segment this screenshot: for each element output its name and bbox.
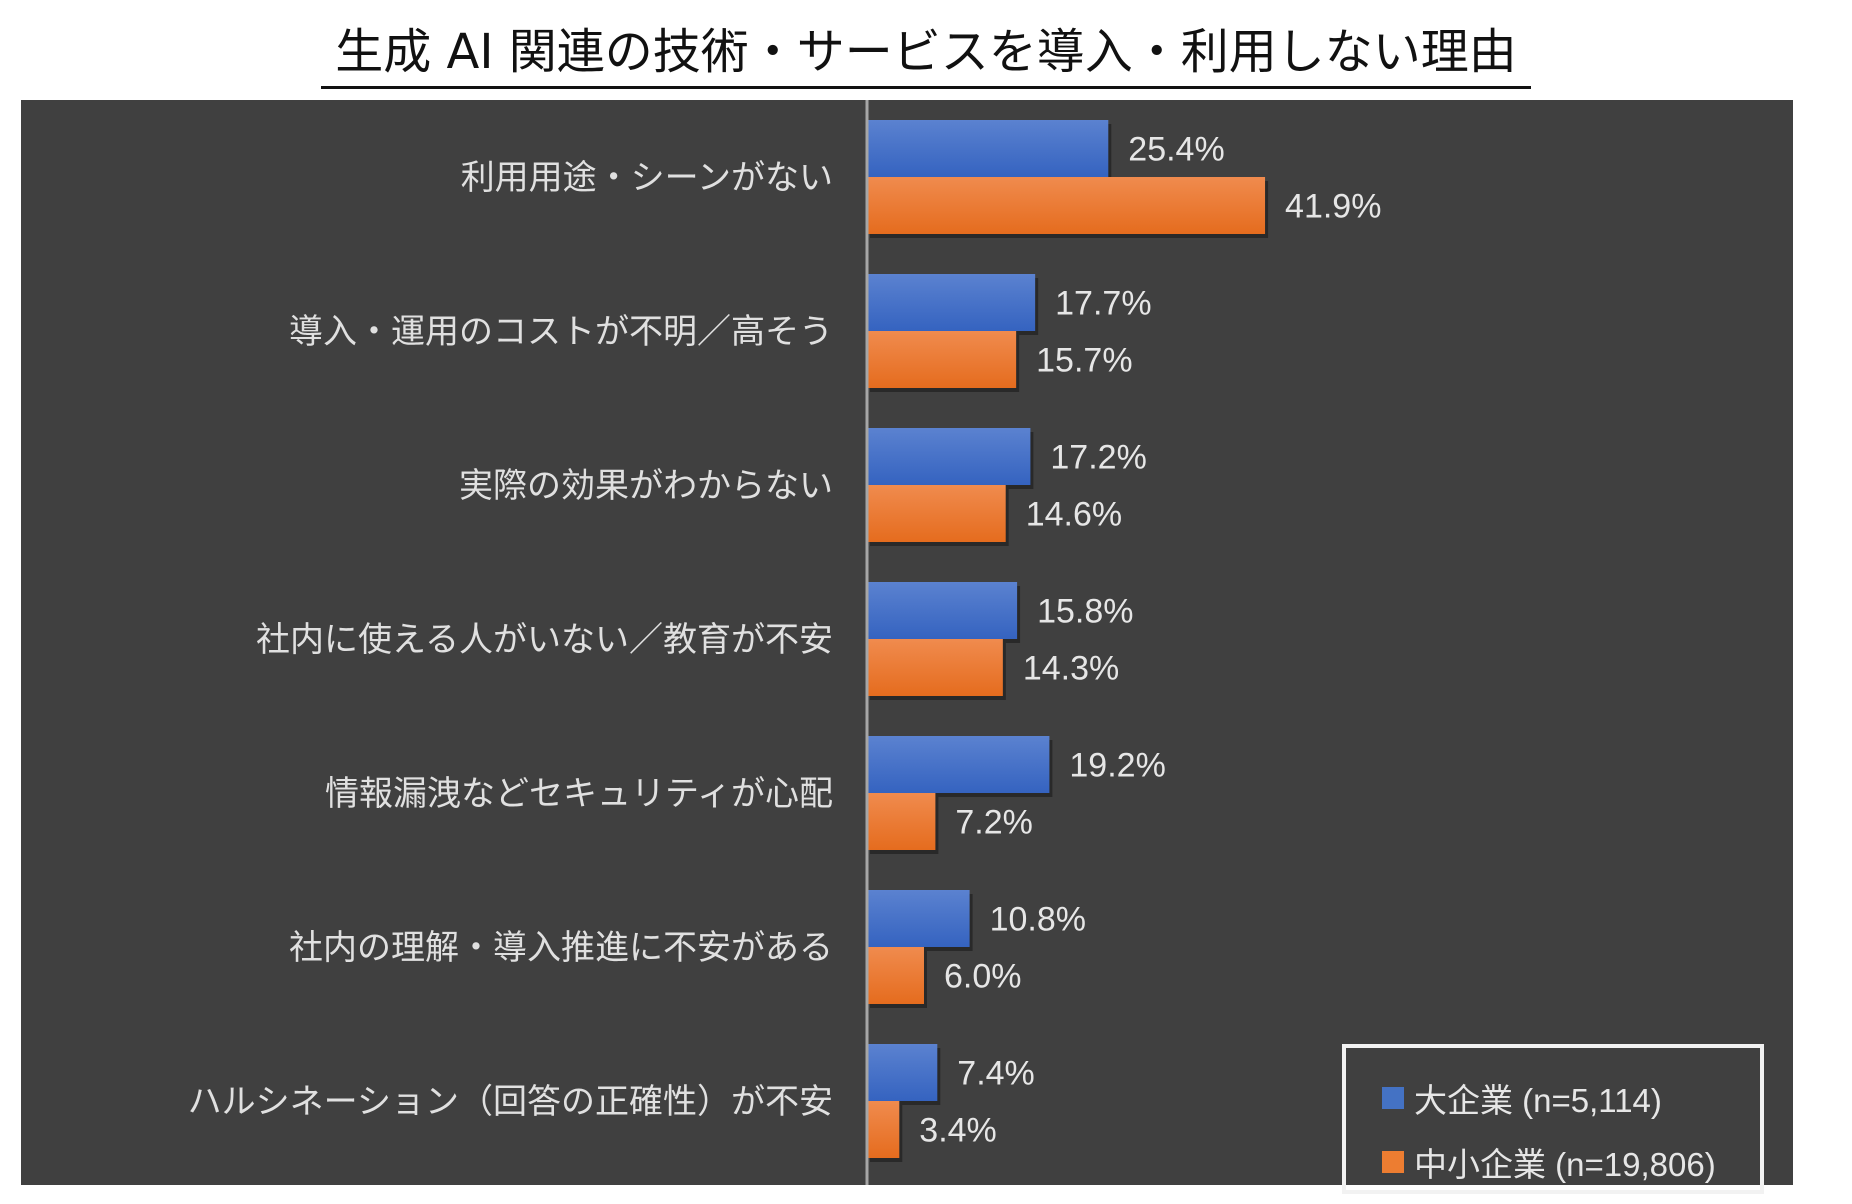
data-label-sme: 14.6% <box>1026 496 1122 534</box>
legend-swatch-sme <box>1382 1151 1404 1173</box>
bar-large <box>867 582 1018 639</box>
category-label: 情報漏洩などセキュリティが心配 <box>325 774 833 814</box>
category-label: 社内に使える人がいない／教育が不安 <box>256 620 833 660</box>
chart-title: 生成 AI 関連の技術・サービスを導入・利用しない理由 <box>0 12 1852 89</box>
bar-sme <box>867 947 924 1004</box>
legend-label-sme: 中小企業 (n=19,806) <box>1414 1146 1716 1183</box>
data-label-large: 7.4% <box>957 1055 1035 1093</box>
category-label: 実際の効果がわからない <box>459 466 833 506</box>
category-label: 社内の理解・導入推進に不安がある <box>289 928 833 968</box>
legend-swatch-large <box>1382 1087 1404 1109</box>
bar-large <box>867 1044 938 1101</box>
data-label-sme: 15.7% <box>1036 342 1132 380</box>
bar-sme <box>867 1101 900 1158</box>
bar-large <box>867 274 1036 331</box>
category-label: 導入・運用のコストが不明／高そう <box>289 312 833 352</box>
data-label-large: 17.7% <box>1055 285 1151 323</box>
bar-large <box>867 120 1109 177</box>
data-label-sme: 6.0% <box>944 958 1022 996</box>
category-label: 利用用途・シーンがない <box>461 158 833 198</box>
bar-sme <box>867 485 1006 542</box>
bar-sme <box>867 793 936 850</box>
data-label-large: 15.8% <box>1037 593 1133 631</box>
data-label-sme: 14.3% <box>1023 650 1119 688</box>
bar-chart: 利用用途・シーンがない 25.4% 41.9% 導入・運用のコストが不明／高そう 17.… <box>188 100 1381 1185</box>
data-label-large: 10.8% <box>990 901 1086 939</box>
data-label-sme: 3.4% <box>919 1112 997 1150</box>
chart-title-text: 生成 AI 関連の技術・サービスを導入・利用しない理由 <box>321 12 1531 89</box>
chart-panel: 利用用途・シーンがない 25.4% 41.9% 導入・運用のコストが不明／高そう 17.… <box>21 100 1793 1194</box>
data-label-large: 17.2% <box>1050 439 1146 477</box>
bar-large <box>867 890 970 947</box>
legend-label-large: 大企業 (n=5,114) <box>1414 1082 1662 1119</box>
bar-sme <box>867 177 1266 234</box>
bar-large <box>867 428 1031 485</box>
data-label-sme: 41.9% <box>1285 188 1381 226</box>
bar-large <box>867 736 1050 793</box>
data-label-large: 19.2% <box>1069 747 1165 785</box>
legend-item-large: 大企業 (n=5,114) <box>1382 1074 1662 1122</box>
legend-item-sme: 中小企業 (n=19,806) <box>1382 1138 1716 1186</box>
bar-sme <box>867 331 1017 388</box>
bar-sme <box>867 639 1003 696</box>
legend: 大企業 (n=5,114) 中小企業 (n=19,806) <box>1342 1044 1764 1194</box>
data-label-large: 25.4% <box>1128 131 1224 169</box>
data-label-sme: 7.2% <box>955 804 1033 842</box>
category-label: ハルシネーション（回答の正確性）が不安 <box>188 1082 833 1122</box>
